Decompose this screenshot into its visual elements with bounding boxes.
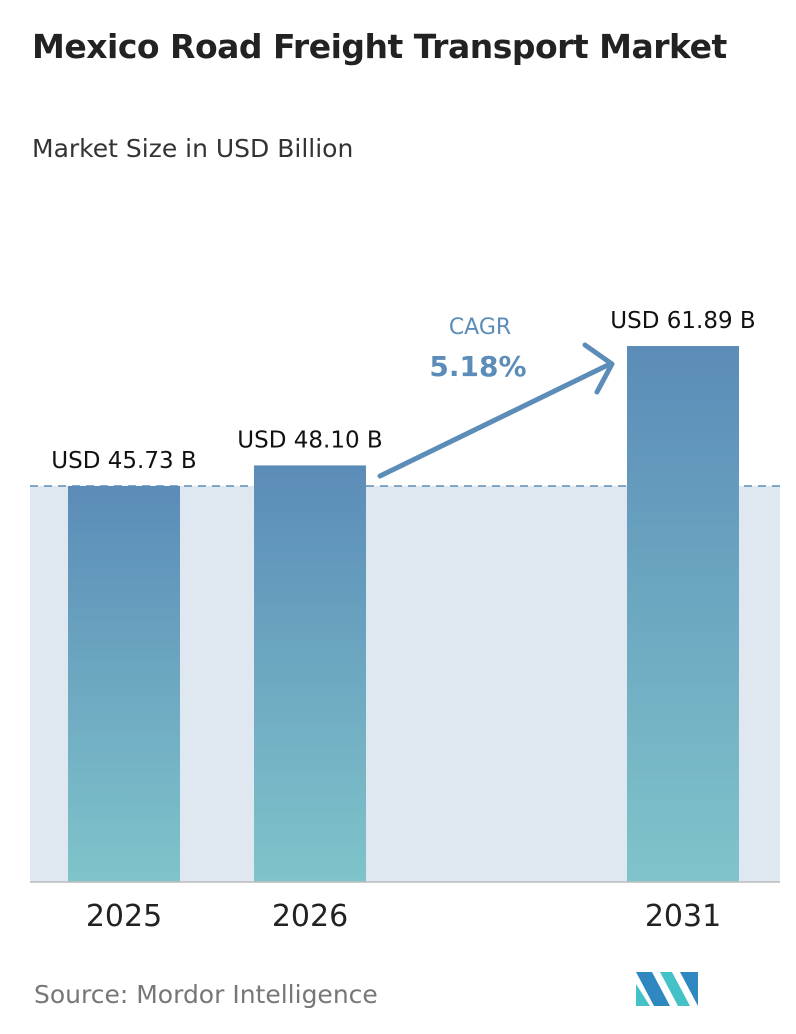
data-label-2031: USD 61.89 B — [610, 308, 755, 334]
logo-icon-part — [660, 972, 690, 1006]
logo-icon-part — [636, 984, 650, 1006]
source-text: Source: Mordor Intelligence — [34, 980, 378, 1009]
bar-2025 — [68, 485, 180, 882]
cagr-label: CAGR — [449, 315, 511, 340]
data-label-2025: USD 45.73 B — [51, 448, 196, 474]
cagr-arrow — [377, 361, 613, 479]
chart-subtitle: Market Size in USD Billion — [32, 134, 354, 163]
x-tick-label-2025: 2025 — [86, 899, 162, 934]
chart-title: Mexico Road Freight Transport Market — [32, 27, 727, 66]
data-label-2026: USD 48.10 B — [237, 427, 382, 453]
cagr-value: 5.18% — [429, 350, 526, 383]
x-tick-label-2026: 2026 — [272, 899, 348, 934]
x-tick-label-2031: 2031 — [645, 899, 721, 934]
bar-2026 — [254, 465, 366, 882]
logo-icon — [636, 972, 670, 1006]
logo-icon-part — [680, 972, 698, 1006]
bar-2031 — [627, 346, 739, 882]
cagr-arrowhead — [582, 342, 615, 395]
